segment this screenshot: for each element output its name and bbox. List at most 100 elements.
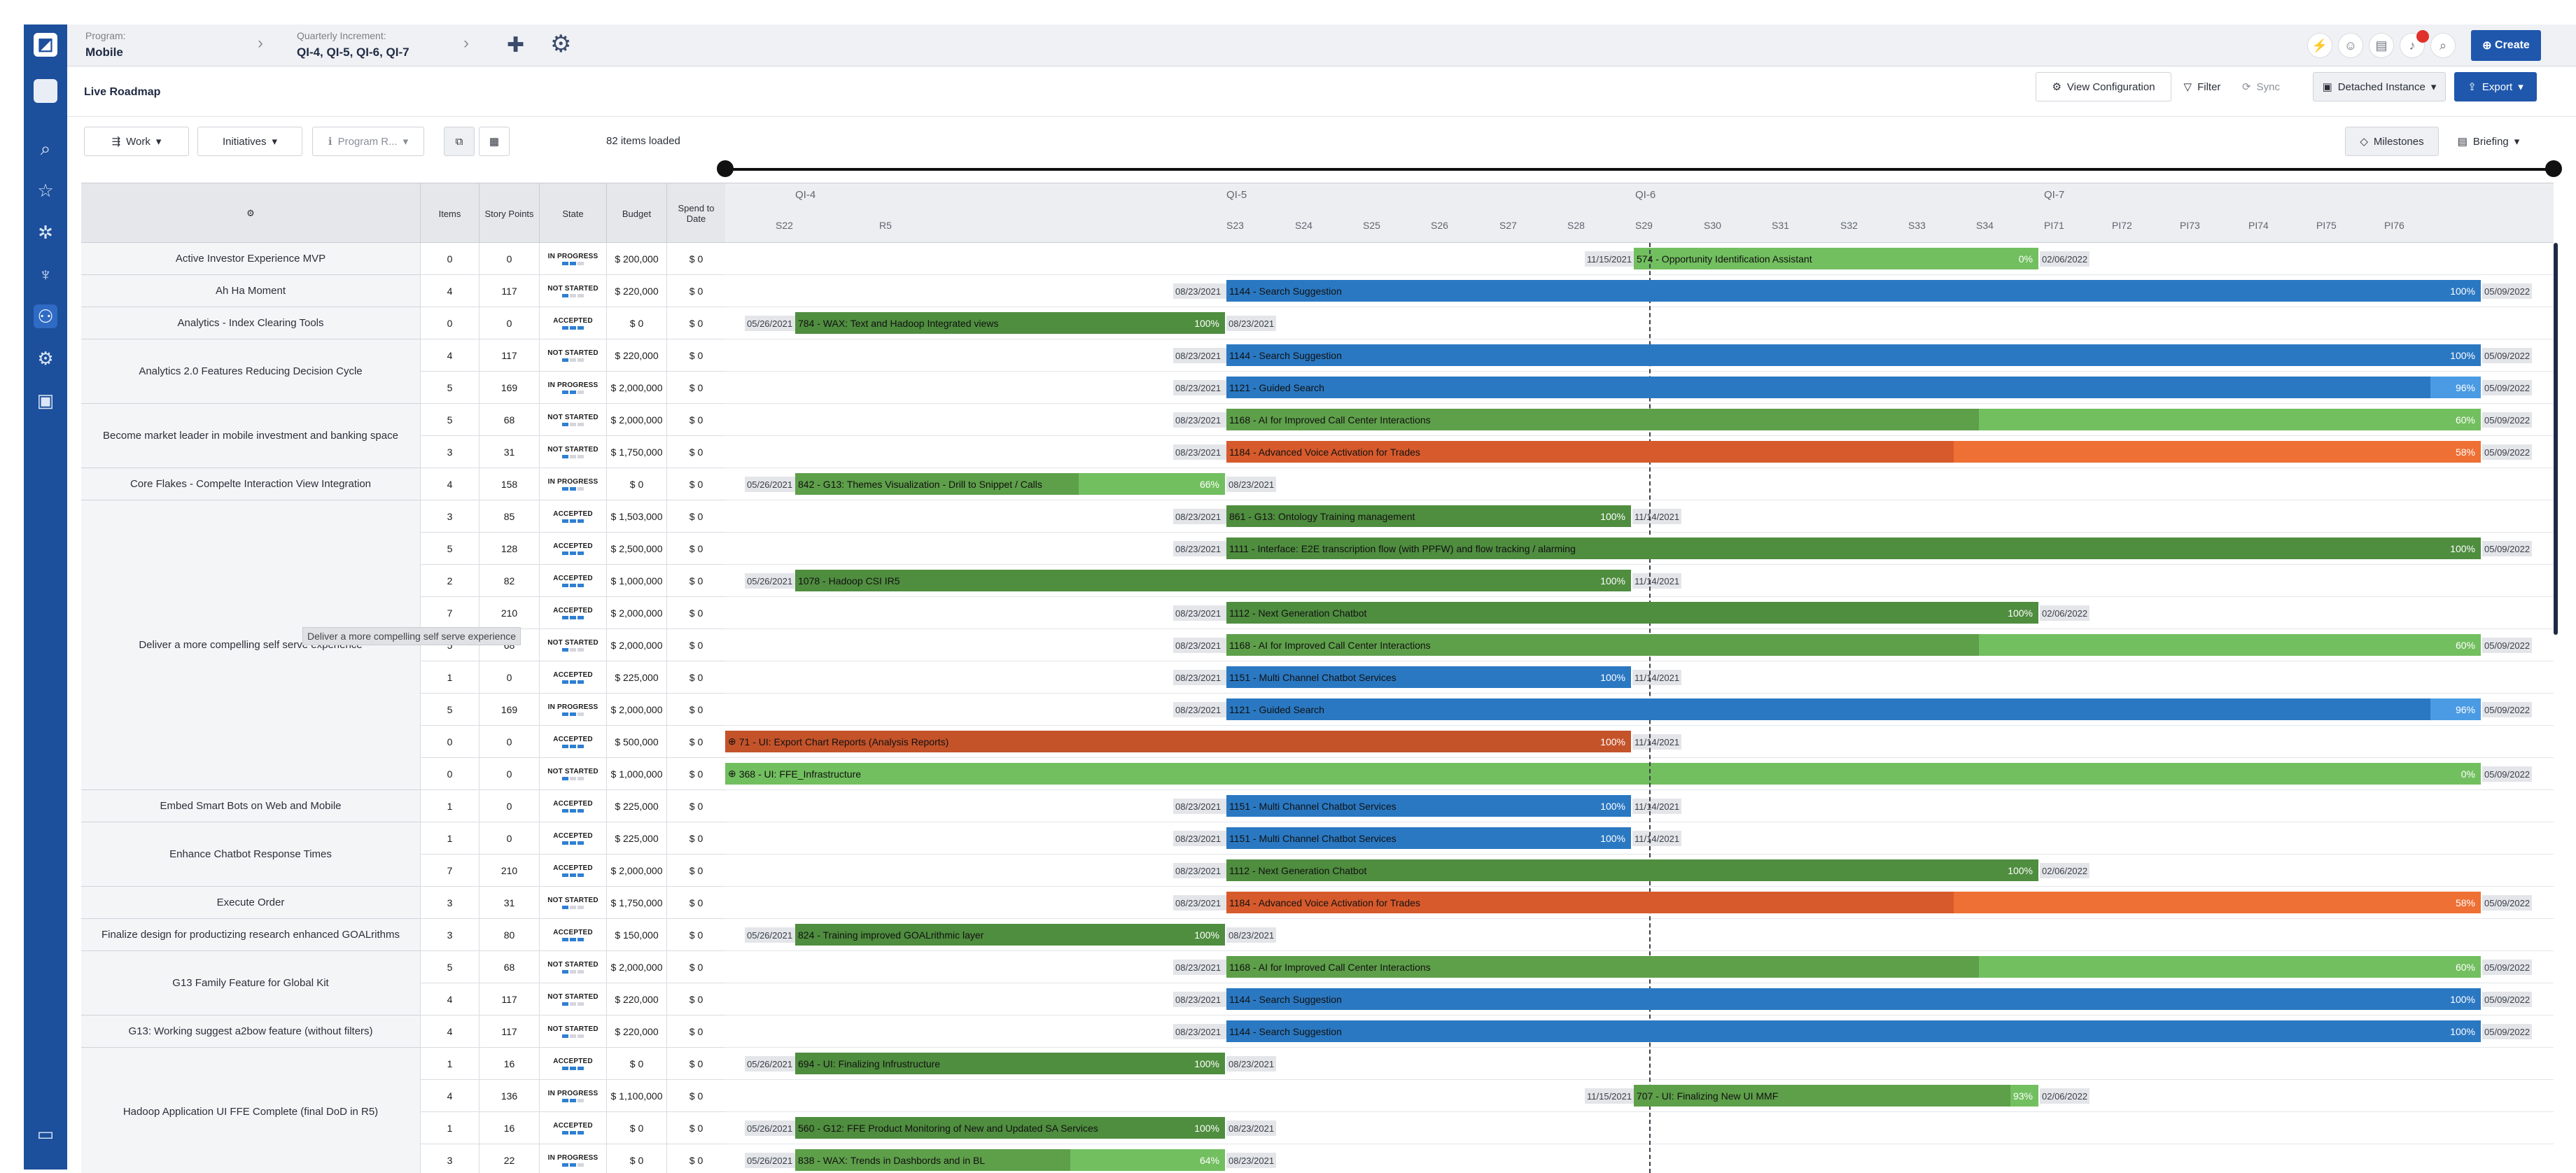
- feature-bar[interactable]: 1184 - Advanced Voice Activation for Tra…: [1226, 892, 2481, 913]
- view-configuration-button[interactable]: ⚙ View Configuration: [2036, 72, 2171, 101]
- monitor-icon[interactable]: ▭: [36, 1123, 55, 1144]
- feature-bar[interactable]: 1112 - Next Generation Chatbot 100%: [1226, 859, 2038, 881]
- detached-instance-dropdown[interactable]: ▣ Detached Instance ▾: [2313, 72, 2446, 101]
- feature-bar[interactable]: 1144 - Search Suggestion 100%: [1226, 1020, 2481, 1042]
- layers-toggle-icon[interactable]: ⧉: [444, 127, 475, 156]
- col-budget[interactable]: Budget: [606, 183, 666, 244]
- col-state[interactable]: State: [539, 183, 606, 244]
- feature-bar[interactable]: 560 - G12: FFE Product Monitoring of New…: [795, 1117, 1225, 1139]
- column-settings-icon[interactable]: ⚙: [246, 208, 255, 218]
- board-icon[interactable]: ▣: [36, 390, 55, 411]
- spend-cell: $ 0: [666, 500, 725, 533]
- feature-bar[interactable]: 1168 - AI for Improved Call Center Inter…: [1226, 409, 2481, 430]
- timeline-range-track[interactable]: [725, 168, 2554, 171]
- milestones-toggle[interactable]: ◇ Milestones: [2345, 127, 2439, 156]
- roadmap-nav-icon[interactable]: ⚇: [34, 304, 57, 328]
- create-button[interactable]: ⊕ Create: [2471, 30, 2541, 61]
- star-icon[interactable]: ☆: [37, 180, 54, 201]
- workspace-icon[interactable]: [34, 79, 57, 103]
- epic-name[interactable]: G13: Working suggest a2bow feature (with…: [81, 1016, 420, 1048]
- feature-bar[interactable]: 574 - Opportunity Identification Assista…: [1634, 248, 2038, 269]
- epic-name[interactable]: Hadoop Application UI FFE Complete (fina…: [81, 1048, 420, 1173]
- range-start-handle[interactable]: [717, 160, 734, 177]
- work-dropdown[interactable]: ⇶ Work ▾: [84, 127, 189, 156]
- export-button[interactable]: ⇪ Export ▾: [2454, 72, 2537, 101]
- feature-bar[interactable]: 1151 - Multi Channel Chatbot Services 100…: [1226, 827, 1631, 849]
- filter-button[interactable]: ▽ Filter: [2176, 72, 2229, 101]
- story-points-cell: 0: [479, 243, 539, 275]
- epic-name[interactable]: G13 Family Feature for Global Kit: [81, 951, 420, 1016]
- gantt-row: 08/23/2021 1121 - Guided Search 96% 05/09/2…: [725, 372, 2554, 404]
- epic-name[interactable]: Embed Smart Bots on Web and Mobile: [81, 790, 420, 822]
- feature-bar[interactable]: 838 - WAX: Trends in Dashbords and in BL…: [795, 1149, 1225, 1171]
- feature-bar[interactable]: 824 - Training improved GOALrithmic laye…: [795, 924, 1225, 946]
- epic-name[interactable]: Active Investor Experience MVP: [81, 243, 420, 275]
- feature-bar[interactable]: 707 - UI: Finalizing New UI MMF 93%: [1634, 1085, 2038, 1107]
- epic-name[interactable]: Analytics - Index Clearing Tools: [81, 307, 420, 339]
- app-logo-icon[interactable]: ◩: [34, 33, 57, 57]
- clipboard-icon[interactable]: ▤: [2369, 33, 2394, 58]
- qi-label: QI-5: [1226, 189, 1247, 201]
- feature-bar[interactable]: 1168 - AI for Improved Call Center Inter…: [1226, 956, 2481, 978]
- feature-bar[interactable]: ⊕ 368 - UI: FFE_Infrastructure 0%: [725, 763, 2481, 785]
- col-story-points[interactable]: Story Points: [479, 183, 539, 244]
- sprint-label: S34: [1976, 220, 1994, 231]
- sync-button[interactable]: ⟳ Sync: [2234, 72, 2288, 101]
- feature-bar[interactable]: 1111 - Interface: E2E transcription flow…: [1226, 538, 2481, 559]
- calendar-toggle-icon[interactable]: ▦: [479, 127, 510, 156]
- activity-icon[interactable]: ⚡: [2307, 33, 2332, 58]
- search-icon[interactable]: ⌕: [2430, 33, 2456, 58]
- epic-name[interactable]: Enhance Chatbot Response Times: [81, 822, 420, 887]
- feature-bar[interactable]: 1144 - Search Suggestion 100%: [1226, 344, 2481, 366]
- feature-bar[interactable]: 861 - G13: Ontology Training management 1…: [1226, 505, 1631, 527]
- feature-bar[interactable]: 784 - WAX: Text and Hadoop Integrated vi…: [795, 312, 1225, 334]
- vertical-scrollbar[interactable]: [2554, 243, 2558, 635]
- col-spend-to-date[interactable]: Spend to Date: [666, 183, 725, 244]
- feature-bar[interactable]: 1168 - AI for Improved Call Center Inter…: [1226, 634, 2481, 656]
- expand-icon[interactable]: ⊕: [728, 736, 736, 747]
- feature-bar[interactable]: 842 - G13: Themes Visualization - Drill …: [795, 473, 1225, 495]
- add-icon[interactable]: ✚: [507, 34, 525, 57]
- gantt-row: ⊕ 368 - UI: FFE_Infrastructure 0% 05/09/202…: [725, 758, 2554, 790]
- feature-bar[interactable]: 1121 - Guided Search 96%: [1226, 377, 2481, 398]
- col-items[interactable]: Items: [420, 183, 479, 244]
- program-selector[interactable]: Mobile: [85, 45, 123, 59]
- network-icon[interactable]: ✲: [38, 222, 53, 243]
- expand-icon[interactable]: ⊕: [728, 768, 736, 779]
- feature-bar[interactable]: 1144 - Search Suggestion 100%: [1226, 988, 2481, 1010]
- state-label: ACCEPTED: [553, 1121, 593, 1130]
- initiatives-dropdown[interactable]: Initiatives ▾: [197, 127, 302, 156]
- feature-bar[interactable]: ⊕ 71 - UI: Export Chart Reports (Analysis…: [725, 731, 1631, 752]
- budget-cell: $ 0: [606, 468, 666, 500]
- increment-selector[interactable]: QI-4, QI-5, QI-6, QI-7: [297, 45, 410, 59]
- program-releases-dropdown[interactable]: ℹ Program R... ▾: [312, 127, 424, 156]
- feature-label: 1168 - AI for Improved Call Center Inter…: [1229, 639, 1431, 651]
- feature-bar[interactable]: 1078 - Hadoop CSI IR5 100%: [795, 570, 1631, 591]
- story-points-cell: 169: [479, 694, 539, 726]
- feature-label: 574 - Opportunity Identification Assista…: [1637, 253, 1812, 265]
- epic-name[interactable]: Deliver a more compelling self serve exp…: [81, 500, 420, 790]
- budget-cell: $ 225,000: [606, 822, 666, 855]
- gears-icon[interactable]: ⚙: [550, 31, 572, 57]
- epic-name[interactable]: Core Flakes - Compelte Interaction View …: [81, 468, 420, 500]
- epic-name[interactable]: Analytics 2.0 Features Reducing Decision…: [81, 339, 420, 404]
- epic-name[interactable]: Execute Order: [81, 887, 420, 919]
- feature-bar[interactable]: 694 - UI: Finalizing Infrustructure 100%: [795, 1053, 1225, 1074]
- feature-bar[interactable]: 1151 - Multi Channel Chatbot Services 100…: [1226, 666, 1631, 688]
- search-icon[interactable]: ⌕: [40, 138, 51, 159]
- feature-bar[interactable]: 1121 - Guided Search 96%: [1226, 698, 2481, 720]
- hierarchy-icon[interactable]: ♆: [38, 264, 52, 285]
- feature-bar[interactable]: 1184 - Advanced Voice Activation for Tra…: [1226, 441, 2481, 463]
- user-icon[interactable]: ☺: [2338, 33, 2363, 58]
- epic-name[interactable]: Become market leader in mobile investmen…: [81, 404, 420, 468]
- feature-bar[interactable]: 1144 - Search Suggestion 100%: [1226, 280, 2481, 302]
- feature-bar[interactable]: 1151 - Multi Channel Chatbot Services 100…: [1226, 795, 1631, 817]
- epic-name[interactable]: Finalize design for productizing researc…: [81, 919, 420, 951]
- range-end-handle[interactable]: [2545, 160, 2562, 177]
- epic-name[interactable]: Ah Ha Moment: [81, 275, 420, 307]
- feature-bar[interactable]: 1112 - Next Generation Chatbot 100%: [1226, 602, 2038, 624]
- settings-sliders-icon[interactable]: ⚙: [37, 348, 54, 369]
- briefing-dropdown[interactable]: ▤ Briefing ▾: [2442, 127, 2535, 156]
- state-progress: [562, 647, 584, 652]
- feature-percent: 100%: [1194, 1058, 1219, 1069]
